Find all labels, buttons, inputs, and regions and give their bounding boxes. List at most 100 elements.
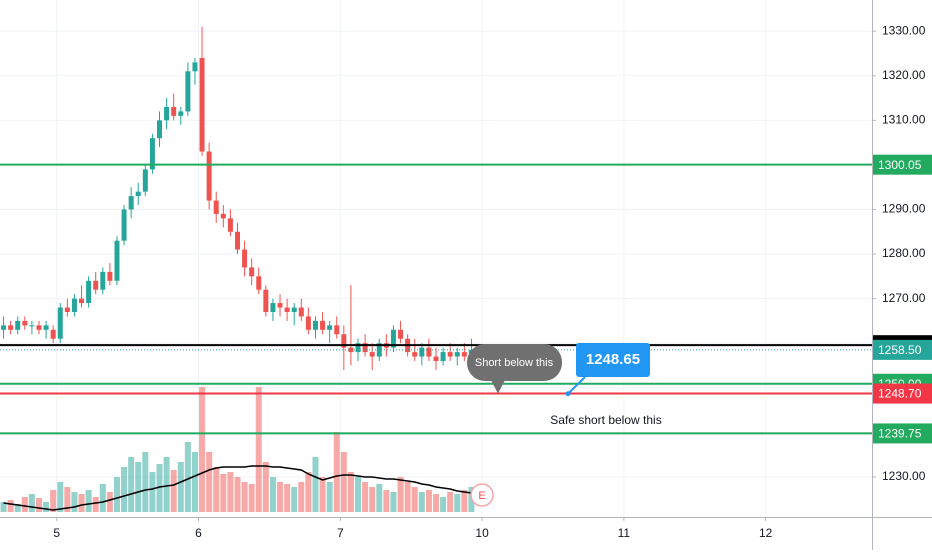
candle-body — [369, 352, 375, 357]
candle-body — [291, 307, 297, 312]
note-text: Safe short below this — [550, 413, 661, 427]
volume-bar — [149, 472, 156, 512]
volume-bar — [433, 494, 439, 512]
price-label-box — [873, 154, 932, 175]
candle-body — [461, 352, 467, 357]
volume-bar — [312, 457, 319, 512]
candle-body — [135, 191, 141, 197]
candle-body — [29, 325, 35, 327]
volume-bar — [362, 482, 369, 512]
candle-body — [71, 298, 77, 312]
candle-body — [100, 271, 106, 290]
candle-body — [8, 325, 14, 330]
x-tick-label: 12 — [759, 526, 773, 540]
candle-body — [149, 138, 155, 170]
candle-body — [199, 57, 205, 152]
note-bubble-pointer — [490, 378, 506, 394]
candle-body — [249, 267, 255, 277]
event-marker — [470, 483, 494, 507]
volume-bar — [418, 492, 425, 512]
volume-bar — [454, 494, 461, 512]
volume-bar — [369, 487, 376, 512]
y-tick-label: 1290.00 — [882, 202, 926, 216]
volume-bar — [213, 467, 220, 512]
price-axis-bg — [872, 0, 932, 550]
volume-bar — [305, 472, 312, 512]
price-label: 1239.75 — [878, 427, 922, 441]
volume-bar — [35, 498, 42, 512]
candle-body — [64, 307, 70, 312]
candle-body — [86, 280, 92, 304]
volume-bar — [248, 484, 255, 512]
candle-body — [234, 231, 240, 250]
price-label: 1258.50 — [878, 343, 922, 357]
y-tick-label: 1320.00 — [882, 68, 926, 82]
x-tick-label: 6 — [195, 526, 202, 540]
note-bubble-text: Short below this — [475, 357, 554, 369]
callout-anchor — [565, 391, 571, 397]
volume-bar — [447, 492, 454, 512]
candle-body — [440, 352, 446, 362]
candle-body — [128, 196, 134, 210]
volume-bar — [64, 487, 71, 512]
candle-body — [22, 320, 28, 326]
volume-bar — [227, 472, 234, 512]
volume-bar — [106, 492, 113, 512]
volume-bar — [262, 462, 269, 512]
volume-bar — [461, 490, 468, 512]
volume-bar — [347, 472, 354, 512]
candle-body — [36, 325, 42, 330]
volume-bar — [184, 442, 191, 512]
candle-body — [398, 329, 404, 339]
volume-bar — [383, 490, 390, 512]
note-bubble — [467, 344, 562, 381]
candle-body — [157, 120, 163, 139]
candle-body — [79, 298, 85, 304]
volume-bar — [142, 452, 149, 512]
x-tick-label: 5 — [53, 526, 60, 540]
candle-body — [206, 151, 212, 201]
candle-body — [447, 352, 453, 357]
volume-bar — [390, 492, 397, 512]
x-tick-label: 11 — [618, 526, 631, 540]
candle-body — [142, 169, 148, 192]
candle-body — [15, 320, 21, 330]
candle-body — [327, 325, 333, 330]
volume-bar — [291, 487, 298, 512]
candle-body — [355, 343, 361, 353]
candle-body — [185, 71, 191, 112]
candle-body — [376, 343, 382, 357]
volume-bar — [440, 497, 447, 512]
candle-body — [454, 352, 460, 357]
x-tick-label: 7 — [337, 526, 344, 540]
candle-body — [164, 106, 170, 121]
volume-bar — [206, 452, 213, 512]
callout-box — [576, 343, 650, 377]
volume-bar — [404, 482, 411, 512]
candle-body — [270, 303, 276, 312]
event-marker-text: E — [478, 490, 485, 502]
candle-body — [263, 289, 269, 312]
volume-bar — [191, 452, 198, 512]
volume-bar — [0, 502, 7, 512]
candle-body — [227, 218, 233, 232]
volume-bar — [277, 482, 284, 512]
candle-body — [213, 200, 219, 214]
volume-bar — [57, 482, 64, 512]
y-tick-label: 1270.00 — [882, 291, 926, 305]
candle-body — [121, 209, 127, 241]
y-tick-label: 1310.00 — [882, 113, 926, 127]
volume-bar — [376, 484, 383, 512]
volume-bar — [284, 484, 291, 512]
volume-bar — [411, 487, 418, 512]
volume-bar — [43, 502, 50, 512]
candle-body — [426, 347, 432, 357]
volume-bar — [355, 477, 362, 512]
volume-bar — [255, 387, 262, 512]
x-tick-label: 10 — [475, 526, 489, 540]
volume-bar — [121, 467, 128, 512]
candle-body — [277, 303, 283, 308]
candle-body — [57, 307, 63, 339]
candle-body — [43, 325, 49, 330]
volume-bar — [340, 452, 347, 512]
